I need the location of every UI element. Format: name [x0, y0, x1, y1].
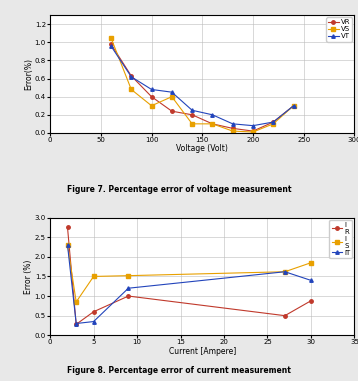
- VS: [251, 130, 255, 134]
- I
S: [283, 269, 287, 274]
- Line: VT: VT: [109, 44, 295, 127]
- VS: [129, 87, 134, 92]
- Line: I
R: I R: [66, 226, 313, 326]
- VT: [271, 120, 275, 124]
- VT: [210, 112, 214, 117]
- Legend: VR, VS, VT: VR, VS, VT: [326, 17, 352, 42]
- IT: [91, 319, 96, 324]
- VT: [149, 87, 154, 92]
- Line: VS: VS: [109, 36, 295, 134]
- VS: [170, 94, 174, 99]
- VT: [251, 123, 255, 128]
- I
S: [74, 300, 78, 304]
- I
R: [74, 322, 78, 327]
- Y-axis label: Error (%): Error (%): [24, 259, 33, 294]
- Line: I
S: I S: [66, 243, 313, 304]
- VS: [109, 35, 113, 40]
- I
S: [309, 261, 313, 265]
- X-axis label: Current [Ampere]: Current [Ampere]: [169, 347, 236, 356]
- VR: [149, 94, 154, 99]
- IT: [309, 278, 313, 283]
- I
R: [126, 294, 131, 298]
- VR: [190, 112, 194, 117]
- IT: [74, 321, 78, 326]
- I
R: [91, 309, 96, 314]
- I
S: [91, 274, 96, 279]
- Text: Figure 7. Percentage error of voltage measurement: Figure 7. Percentage error of voltage me…: [67, 185, 291, 194]
- VS: [210, 122, 214, 126]
- X-axis label: Voltage (Volt): Voltage (Volt): [176, 144, 228, 154]
- IT: [283, 269, 287, 274]
- VT: [190, 108, 194, 112]
- IT: [126, 286, 131, 290]
- Line: IT: IT: [66, 243, 313, 325]
- Line: VR: VR: [109, 42, 295, 133]
- VR: [109, 42, 113, 46]
- Legend: I
R, I
S, IT: I R, I S, IT: [329, 220, 352, 258]
- VS: [291, 104, 296, 108]
- VT: [129, 75, 134, 79]
- VS: [190, 122, 194, 126]
- VR: [170, 109, 174, 114]
- VR: [231, 126, 235, 131]
- VR: [271, 120, 275, 124]
- VT: [291, 104, 296, 108]
- VT: [170, 90, 174, 94]
- VS: [271, 122, 275, 126]
- VT: [109, 44, 113, 48]
- VS: [149, 104, 154, 108]
- VR: [251, 129, 255, 133]
- I
S: [126, 274, 131, 278]
- VS: [231, 129, 235, 133]
- VT: [231, 122, 235, 126]
- VR: [291, 104, 296, 108]
- I
R: [66, 225, 70, 230]
- I
S: [66, 243, 70, 247]
- VR: [129, 74, 134, 78]
- IT: [66, 243, 70, 247]
- I
R: [309, 298, 313, 303]
- VR: [210, 122, 214, 126]
- Y-axis label: Error(%): Error(%): [24, 58, 33, 90]
- I
R: [283, 314, 287, 318]
- Text: Figure 8. Percentage error of current measurement: Figure 8. Percentage error of current me…: [67, 366, 291, 375]
